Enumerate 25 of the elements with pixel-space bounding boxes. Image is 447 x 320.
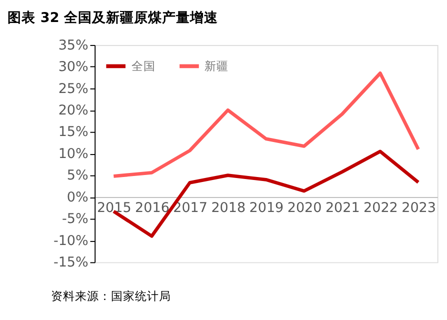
x-tick-label: 2017 [173,200,208,216]
text: 资料来源：国家统计局 [51,288,172,303]
y-tick-label: 15% [58,124,88,140]
y-tick-label: -10% [53,232,88,249]
y-tick-label: 10% [58,146,88,162]
y-tick-label: 0% [66,189,89,206]
x-tick-label: 2019 [249,200,284,216]
x-tick-label: 2021 [325,200,360,216]
y-tick-label: -15% [53,254,88,271]
y-tick-label: -5% [62,211,88,228]
y-tick-label: 30% [58,59,88,76]
y-tick-label: 25% [58,80,88,97]
y-tick-label: 35% [58,37,88,54]
legend-label: 新疆 [204,59,229,74]
line-series [112,72,420,178]
y-tick-label: 20% [58,102,88,118]
x-tick-label: 2015 [96,200,132,216]
legend-label: 全国 [131,59,156,74]
x-tick-label: 2018 [211,200,246,216]
x-tick-label: 2016 [135,200,170,216]
x-tick-label: 2023 [402,200,436,216]
x-tick-label: 2020 [287,200,322,216]
x-tick-label: 2022 [364,200,398,216]
y-tick-label: 5% [66,168,89,184]
chart-title: 图表 32 全国及新疆原煤产量增速 [8,8,219,26]
